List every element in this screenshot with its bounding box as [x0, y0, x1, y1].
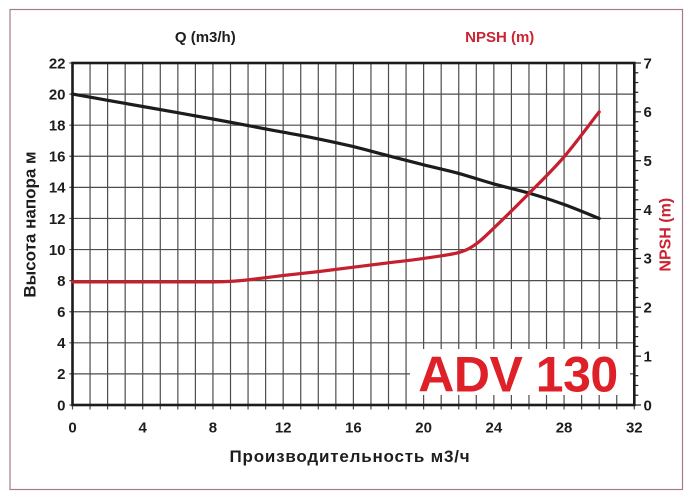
svg-text:28: 28 [556, 420, 573, 437]
svg-text:20: 20 [415, 420, 432, 437]
svg-text:22: 22 [49, 55, 66, 72]
svg-text:16: 16 [345, 420, 362, 437]
svg-text:4: 4 [139, 420, 148, 437]
svg-text:4: 4 [57, 335, 66, 352]
svg-text:0: 0 [644, 397, 652, 414]
svg-text:6: 6 [57, 304, 65, 321]
svg-text:8: 8 [57, 273, 65, 290]
svg-text:4: 4 [644, 202, 653, 219]
svg-text:Высота напора м: Высота напора м [20, 151, 39, 297]
svg-text:7: 7 [644, 55, 652, 72]
svg-text:1: 1 [644, 348, 652, 365]
svg-text:NPSH (m): NPSH (m) [465, 29, 534, 46]
svg-text:0: 0 [57, 397, 65, 414]
svg-text:0: 0 [68, 420, 76, 437]
svg-text:3: 3 [644, 251, 652, 268]
svg-text:2: 2 [57, 366, 65, 383]
svg-text:18: 18 [49, 117, 66, 134]
svg-text:6: 6 [644, 104, 652, 121]
svg-text:10: 10 [49, 242, 66, 259]
svg-text:ADV 130: ADV 130 [418, 347, 617, 403]
svg-text:20: 20 [49, 86, 66, 103]
svg-text:2: 2 [644, 300, 652, 317]
svg-text:12: 12 [49, 211, 66, 228]
svg-text:32: 32 [626, 420, 643, 437]
svg-text:8: 8 [209, 420, 217, 437]
svg-text:14: 14 [49, 180, 66, 197]
svg-text:24: 24 [486, 420, 503, 437]
svg-text:Q (m3/h): Q (m3/h) [175, 29, 236, 46]
svg-text:16: 16 [49, 149, 66, 166]
svg-text:NPSH (m): NPSH (m) [657, 198, 674, 272]
svg-text:Производительность м3/ч: Производительность м3/ч [230, 447, 471, 466]
svg-text:5: 5 [644, 153, 652, 170]
svg-text:12: 12 [275, 420, 292, 437]
